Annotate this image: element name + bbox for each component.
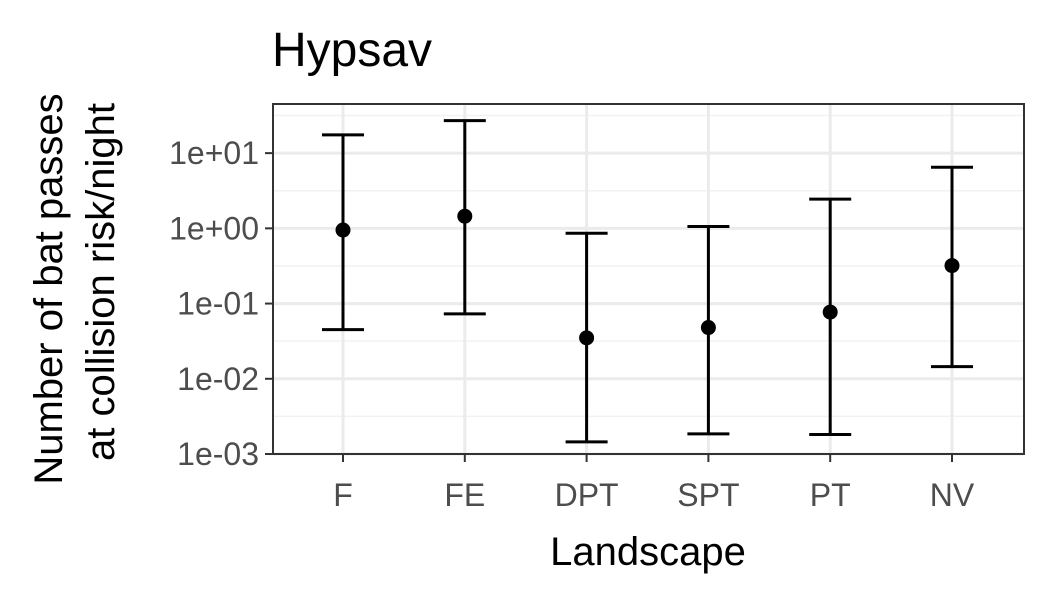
- x-tick-label: PT: [810, 477, 851, 513]
- grid-lines: [273, 104, 1024, 456]
- data-point-pt: [822, 304, 838, 320]
- y-tick-label: 1e-02: [177, 361, 259, 397]
- data-point-fe: [457, 208, 473, 224]
- y-tick-label: 1e-01: [177, 286, 259, 322]
- data-point-dpt: [579, 330, 595, 346]
- x-tick-label: FE: [444, 477, 485, 513]
- x-tick-label: NV: [930, 477, 975, 513]
- error-bars: [322, 119, 973, 444]
- y-tick-label: 1e+01: [169, 135, 259, 171]
- y-axis-title-line-1: Number of bat passes: [27, 93, 71, 484]
- y-axis: 1e-03 1e-02 1e-01 1e+00 1e+01: [169, 135, 273, 472]
- chart-title: Hypsav: [272, 24, 432, 77]
- x-tick-label: DPT: [555, 477, 619, 513]
- x-tick-label: F: [333, 477, 353, 513]
- y-axis-title-line-2: at collision risk/night: [79, 103, 123, 461]
- data-point-spt: [700, 320, 716, 336]
- y-axis-title: Number of bat passes at collision risk/n…: [27, 93, 123, 484]
- data-point-f: [335, 222, 351, 238]
- y-tick-label: 1e-03: [177, 436, 259, 472]
- x-axis: F FE DPT SPT PT NV: [333, 454, 975, 513]
- panel-border: [272, 103, 1025, 455]
- x-axis-title: Landscape: [550, 530, 746, 574]
- plot-panel: [272, 103, 1025, 456]
- x-tick-label: SPT: [677, 477, 739, 513]
- data-points: [335, 208, 960, 346]
- data-point-nv: [944, 258, 960, 274]
- y-tick-label: 1e+00: [169, 210, 259, 246]
